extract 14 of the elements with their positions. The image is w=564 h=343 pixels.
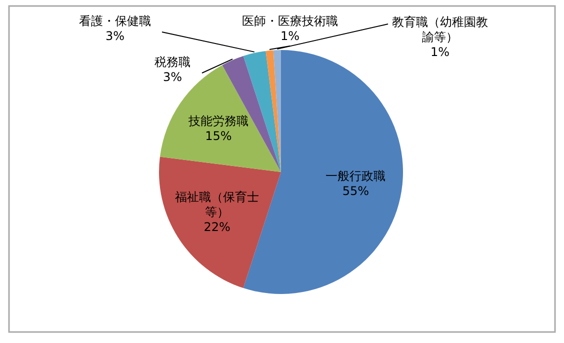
data-label: 15% xyxy=(205,129,232,144)
slice-label: 教育職（幼稚園教諭等） xyxy=(392,15,488,44)
data-label: 3% xyxy=(162,70,182,84)
data-label: 55% xyxy=(342,184,370,198)
data-label: 1% xyxy=(430,45,450,59)
slice-label: 税務職 xyxy=(154,55,190,69)
data-label: 1% xyxy=(280,29,300,43)
data-label: 3% xyxy=(105,29,125,43)
slice-label: 技能労務職 xyxy=(188,114,248,128)
slice-label: 医師・医療技術職 xyxy=(242,14,338,28)
slice-label: 福祉職（保育士等） xyxy=(175,190,260,220)
slice-label: 看護・保健職 xyxy=(79,14,151,28)
slice-label: 一般行政職 xyxy=(326,168,386,183)
data-label: 22% xyxy=(204,220,230,234)
